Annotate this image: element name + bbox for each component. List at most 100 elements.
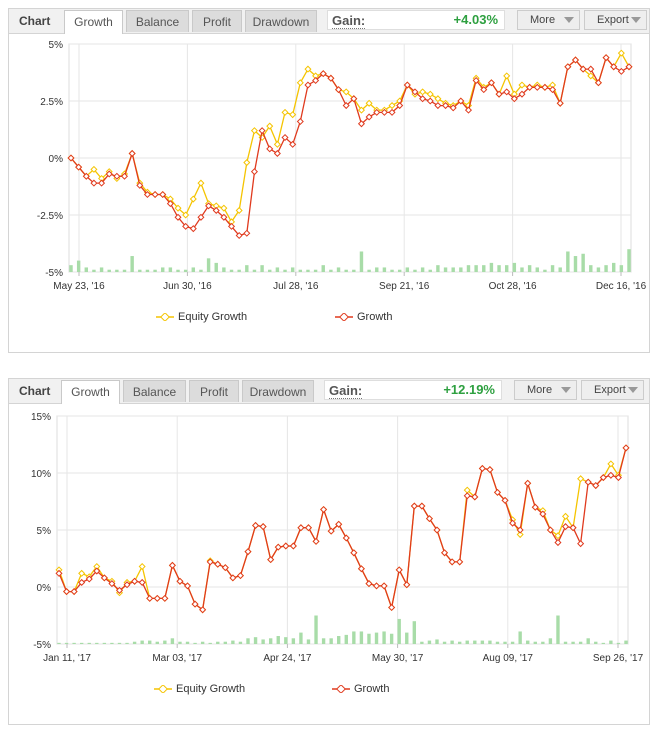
growth-point[interactable] bbox=[75, 163, 83, 171]
equity-growth-point[interactable] bbox=[90, 165, 98, 173]
growth-point[interactable] bbox=[138, 578, 146, 586]
growth-point[interactable] bbox=[273, 149, 281, 157]
growth-point[interactable] bbox=[146, 594, 154, 602]
growth-point[interactable] bbox=[136, 181, 144, 189]
equity-growth-point[interactable] bbox=[227, 218, 236, 226]
growth-point[interactable] bbox=[166, 200, 174, 208]
growth-point[interactable] bbox=[220, 213, 228, 221]
growth-point[interactable] bbox=[602, 54, 610, 62]
equity-growth-point[interactable] bbox=[212, 202, 220, 210]
equity-growth-point[interactable] bbox=[289, 111, 297, 119]
growth-point[interactable] bbox=[449, 104, 457, 112]
growth-point[interactable] bbox=[113, 172, 121, 180]
growth-point[interactable] bbox=[403, 581, 411, 589]
equity-growth-point[interactable] bbox=[98, 174, 106, 183]
growth-point[interactable] bbox=[153, 594, 161, 602]
legend-equity-growth[interactable]: Equity Growth bbox=[154, 683, 245, 695]
growth-point[interactable] bbox=[478, 464, 486, 472]
growth-point[interactable] bbox=[161, 594, 169, 602]
equity-growth-point[interactable] bbox=[365, 99, 373, 107]
growth-point[interactable] bbox=[486, 466, 494, 474]
growth-point[interactable] bbox=[182, 222, 190, 230]
growth-point[interactable] bbox=[258, 127, 266, 135]
growth-point[interactable] bbox=[243, 229, 251, 237]
growth-point[interactable] bbox=[419, 95, 427, 103]
tab-growth[interactable]: Growth bbox=[64, 10, 123, 34]
equity-growth-point[interactable] bbox=[503, 72, 511, 80]
growth-point[interactable] bbox=[607, 471, 615, 479]
growth-point[interactable] bbox=[236, 572, 244, 580]
growth-point[interactable] bbox=[546, 526, 554, 534]
equity-growth-point[interactable] bbox=[342, 88, 350, 96]
growth-point[interactable] bbox=[259, 523, 267, 531]
growth-point[interactable] bbox=[472, 76, 480, 85]
growth-point[interactable] bbox=[448, 558, 456, 566]
growth-point[interactable] bbox=[212, 206, 220, 214]
growth-point[interactable] bbox=[373, 108, 381, 116]
equity-growth-point[interactable] bbox=[312, 72, 320, 80]
legend-growth[interactable]: Growth bbox=[332, 683, 389, 695]
equity-growth-point[interactable] bbox=[197, 179, 205, 187]
growth-point[interactable] bbox=[108, 580, 116, 588]
growth-point[interactable] bbox=[342, 534, 350, 542]
growth-point[interactable] bbox=[235, 231, 243, 240]
growth-point[interactable] bbox=[594, 79, 602, 87]
growth-point[interactable] bbox=[426, 97, 434, 105]
growth-point[interactable] bbox=[599, 474, 607, 482]
tab-drawdown[interactable]: Drawdown bbox=[245, 10, 317, 32]
equity-growth-point[interactable] bbox=[463, 486, 471, 494]
growth-point[interactable] bbox=[541, 83, 549, 91]
equity-growth-point[interactable] bbox=[577, 475, 585, 483]
tab-growth[interactable]: Growth bbox=[61, 380, 120, 404]
growth-point[interactable] bbox=[571, 56, 580, 64]
growth-point[interactable] bbox=[510, 95, 518, 103]
growth-point[interactable] bbox=[131, 577, 139, 585]
growth-point[interactable] bbox=[197, 213, 205, 221]
growth-point[interactable] bbox=[587, 65, 595, 73]
equity-growth-point[interactable] bbox=[273, 140, 281, 148]
growth-point[interactable] bbox=[350, 549, 358, 557]
equity-growth-point[interactable] bbox=[250, 127, 258, 135]
growth-point[interactable] bbox=[221, 564, 229, 572]
growth-point[interactable] bbox=[350, 95, 358, 103]
tab-profit[interactable]: Profit bbox=[192, 10, 242, 32]
growth-point[interactable] bbox=[592, 482, 600, 490]
growth-point[interactable] bbox=[495, 90, 503, 98]
growth-point[interactable] bbox=[296, 117, 304, 126]
equity-growth-point[interactable] bbox=[549, 81, 557, 89]
growth-point[interactable] bbox=[577, 540, 585, 548]
growth-point[interactable] bbox=[564, 63, 572, 71]
growth-point[interactable] bbox=[304, 81, 312, 89]
equity-growth-point[interactable] bbox=[434, 95, 442, 103]
growth-point[interactable] bbox=[151, 190, 159, 199]
growth-point[interactable] bbox=[199, 606, 207, 614]
growth-point[interactable] bbox=[411, 88, 419, 96]
growth-point[interactable] bbox=[320, 505, 328, 514]
growth-point[interactable] bbox=[55, 569, 63, 577]
growth-point[interactable] bbox=[501, 496, 509, 504]
growth-point[interactable] bbox=[67, 154, 75, 162]
growth-point[interactable] bbox=[365, 580, 373, 588]
growth-point[interactable] bbox=[549, 86, 557, 94]
growth-point[interactable] bbox=[289, 140, 297, 148]
growth-point[interactable] bbox=[266, 145, 274, 153]
growth-point[interactable] bbox=[98, 179, 106, 187]
growth-point[interactable] bbox=[191, 600, 199, 608]
growth-point[interactable] bbox=[297, 524, 305, 532]
growth-point[interactable] bbox=[252, 521, 260, 529]
growth-point[interactable] bbox=[93, 567, 101, 575]
equity-growth-point[interactable] bbox=[587, 72, 595, 80]
growth-point[interactable] bbox=[372, 582, 381, 590]
legend-growth[interactable]: Growth bbox=[335, 311, 392, 323]
growth-point[interactable] bbox=[503, 88, 511, 96]
legend-equity-growth[interactable]: Equity Growth bbox=[156, 311, 247, 323]
growth-point[interactable] bbox=[480, 86, 488, 94]
growth-point[interactable] bbox=[334, 86, 343, 94]
growth-point[interactable] bbox=[85, 575, 93, 583]
equity-growth-point[interactable] bbox=[174, 204, 182, 212]
growth-point[interactable] bbox=[487, 79, 495, 87]
equity-growth-point[interactable] bbox=[243, 159, 251, 167]
growth-point[interactable] bbox=[304, 524, 313, 532]
growth-point[interactable] bbox=[206, 558, 214, 566]
equity-growth-point[interactable] bbox=[510, 90, 518, 98]
